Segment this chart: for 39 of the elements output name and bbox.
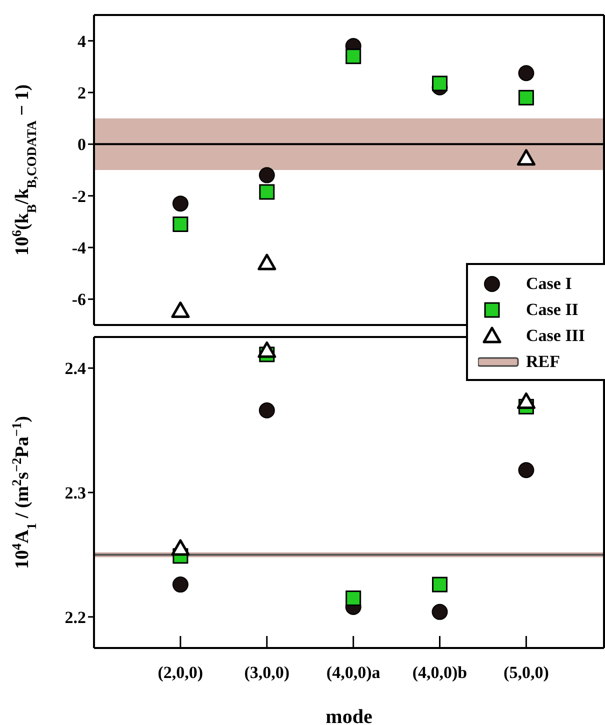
point (516, 392, 536, 409)
x-tick-label: (2,0,0) (158, 663, 204, 682)
point (259, 184, 275, 200)
point (432, 604, 448, 620)
point (258, 341, 276, 358)
point (346, 590, 362, 606)
point (432, 76, 448, 92)
legend-label: Case I (526, 274, 572, 294)
y-tick-label: -6 (72, 290, 86, 310)
point (432, 576, 448, 592)
point (516, 149, 536, 166)
y-tick-label: 2.3 (64, 484, 86, 503)
x-tick-label: (4,0,0)b (412, 663, 468, 682)
point (258, 167, 275, 184)
point (172, 576, 188, 593)
y-tick-label: 0 (78, 135, 86, 154)
point (172, 216, 188, 232)
y-tick-label: 2.4 (64, 359, 86, 378)
point (258, 254, 276, 270)
y-tick-label: -4 (72, 238, 86, 258)
x-tick-label: (3,0,0) (244, 663, 290, 682)
point (346, 48, 362, 64)
y-tick-label: 2 (78, 84, 86, 103)
x-tick-label: (4,0,0)a (326, 663, 381, 682)
y-tick-label: -2 (72, 186, 86, 206)
point (518, 65, 534, 82)
point (518, 462, 534, 478)
point (172, 196, 188, 212)
x-tick-label: (5,0,0) (504, 663, 549, 682)
legend-label: Case III (526, 326, 586, 346)
legend-label: Case II (526, 300, 578, 320)
legend-label: REF (526, 352, 560, 372)
y-tick-label: 4 (78, 32, 86, 51)
x-axis-title: mode (326, 706, 372, 725)
point (518, 90, 534, 106)
point (171, 539, 190, 556)
y-tick-label: 2.2 (64, 608, 86, 627)
point (258, 402, 275, 418)
point (171, 302, 190, 318)
